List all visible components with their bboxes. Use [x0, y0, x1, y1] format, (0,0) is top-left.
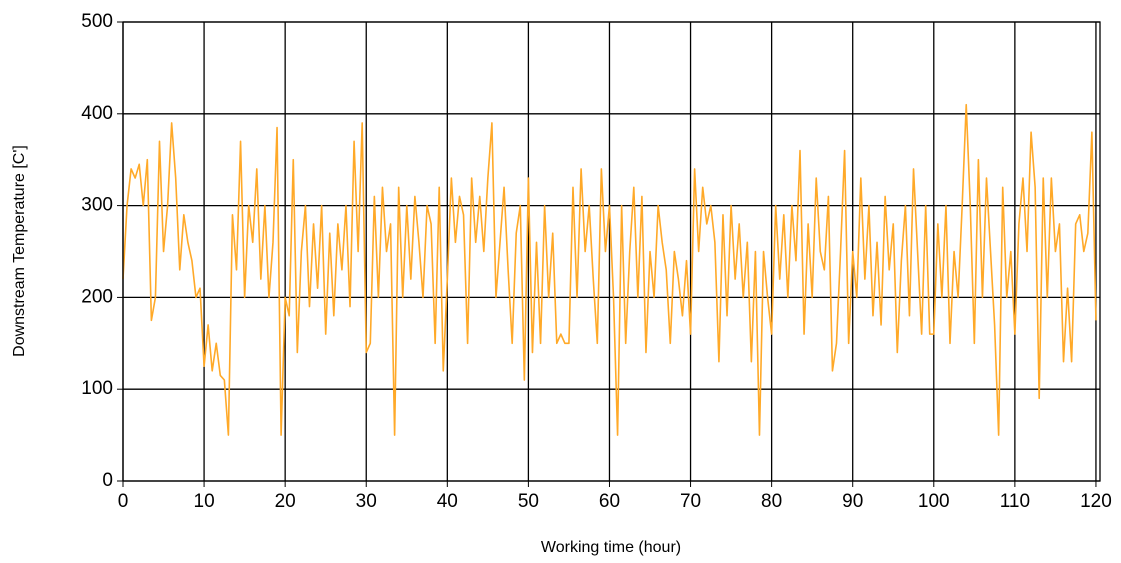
y-tick-label: 300	[81, 195, 113, 216]
x-tick-label: 20	[275, 491, 296, 512]
x-tick-label: 0	[118, 491, 129, 512]
data-line	[122, 103, 1097, 436]
x-axis-title: Working time (hour)	[541, 539, 681, 556]
y-tick-label: 100	[81, 378, 113, 399]
x-tick-label: 120	[1080, 491, 1112, 512]
x-tick-label: 40	[437, 491, 458, 512]
x-tick-label: 110	[1000, 491, 1030, 512]
x-tick-label: 30	[356, 491, 377, 512]
x-tick-label: 50	[518, 491, 539, 512]
y-tick-label: 200	[81, 286, 113, 307]
x-tick-label: 10	[194, 491, 215, 512]
y-tick-label: 400	[81, 103, 113, 124]
y-tick-label: 500	[81, 11, 113, 32]
x-tick-label: 60	[599, 491, 620, 512]
x-tick-label: 90	[842, 491, 863, 512]
x-tick-label: 100	[918, 491, 950, 512]
y-axis-title: Downstream Temperature [C']	[11, 145, 28, 357]
x-tick-label: 80	[761, 491, 782, 512]
x-tick-label: 70	[680, 491, 701, 512]
y-tick-label: 0	[102, 470, 113, 491]
plot-border	[122, 21, 1101, 482]
